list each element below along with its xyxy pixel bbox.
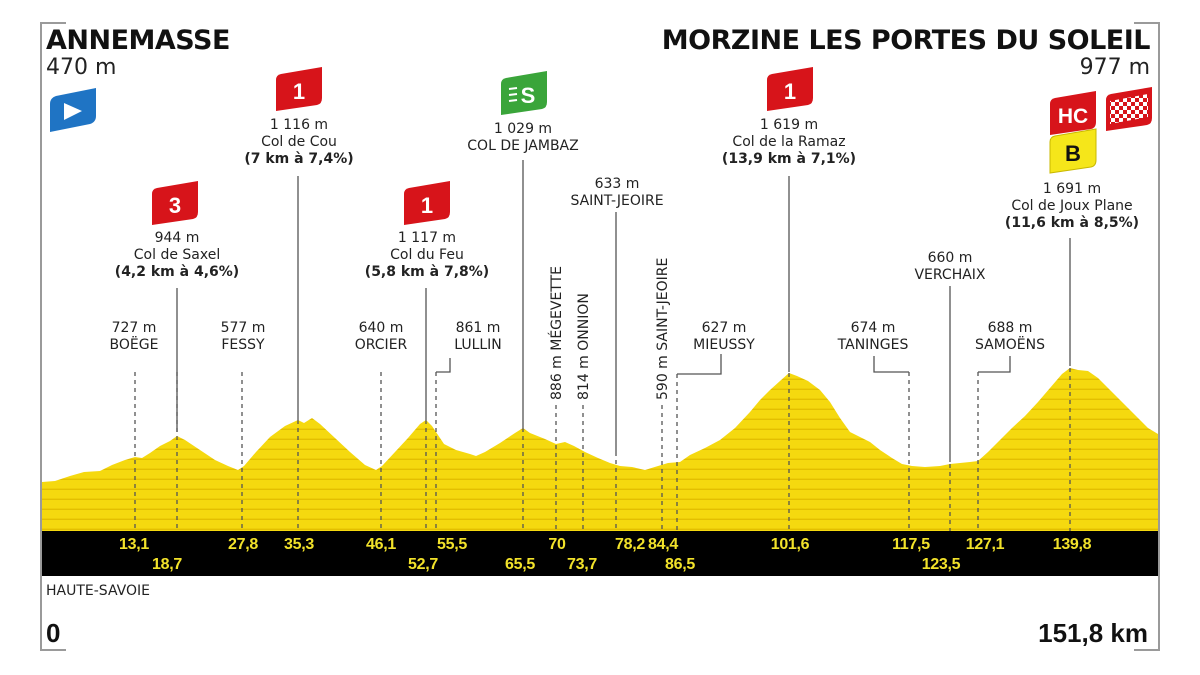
km-marker: 55,5 bbox=[437, 536, 467, 553]
km-marker: 101,6 bbox=[770, 536, 810, 553]
start-altitude: 470 m bbox=[46, 55, 117, 80]
km-marker: 27,8 bbox=[228, 536, 258, 553]
start-town: ANNEMASSE bbox=[46, 25, 230, 56]
climb-cat1-badge-icon: 1 bbox=[404, 181, 450, 225]
place-label-mieussy: 627 m MIEUSSY bbox=[693, 320, 755, 353]
place-label-megevette: 886 m MÉGEVETTE bbox=[549, 265, 565, 400]
frame-left-top-tick bbox=[40, 22, 66, 24]
finish-checkered-flag-icon bbox=[1106, 87, 1152, 131]
sprint-label-jambaz: 1 029 m COL DE JAMBAZ bbox=[467, 121, 579, 154]
frame-right-top-tick bbox=[1134, 22, 1160, 24]
place-label-onnion: 814 m ONNION bbox=[576, 293, 592, 400]
place-label-orcier: 640 m ORCIER bbox=[354, 320, 408, 353]
profile-area bbox=[42, 368, 1158, 531]
km-marker: 46,1 bbox=[366, 536, 396, 553]
place-label-lullin: 861 m LULLIN bbox=[454, 320, 502, 353]
km-band bbox=[42, 531, 1158, 576]
place-label-samoens: 688 m SAMOËNS bbox=[974, 320, 1046, 353]
finish-town: MORZINE LES PORTES DU SOLEIL bbox=[661, 25, 1151, 56]
frame-left-bottom-tick bbox=[40, 649, 66, 651]
km-marker: 78,2 bbox=[615, 536, 645, 553]
frame-left bbox=[40, 22, 42, 650]
climb-cat3-badge-icon: 3 bbox=[152, 181, 198, 225]
svg-text:3: 3 bbox=[169, 193, 181, 218]
frame-right bbox=[1158, 22, 1160, 650]
place-label-saint-jeoire: 633 m SAINT-JEOIRE bbox=[570, 176, 664, 209]
km-marker: 70 bbox=[548, 536, 566, 553]
climb-cat1-badge-icon: 1 bbox=[767, 67, 813, 111]
sprint-badge-icon: S bbox=[501, 71, 547, 115]
km-marker: 86,5 bbox=[665, 556, 695, 573]
svg-text:1: 1 bbox=[784, 79, 796, 104]
km-marker-lines bbox=[134, 368, 1071, 536]
place-label-verchaix: 660 m VERCHAIX bbox=[914, 250, 986, 283]
km-marker: 123,5 bbox=[921, 556, 961, 573]
climb-label-feu: 1 117 m Col du Feu (5,8 km à 7,8%) bbox=[364, 230, 490, 280]
hc-badge-icon: HC bbox=[1050, 91, 1096, 135]
km-marker: 65,5 bbox=[505, 556, 535, 573]
svg-text:S: S bbox=[521, 83, 536, 108]
climb-label-joux-plane: 1 691 m Col de Joux Plane (11,6 km à 8,5%) bbox=[1004, 181, 1140, 231]
svg-text:HC: HC bbox=[1058, 105, 1088, 128]
place-label-fessy: 577 m FESSY bbox=[220, 320, 266, 353]
svg-text:1: 1 bbox=[421, 193, 433, 218]
svg-text:B: B bbox=[1065, 141, 1081, 166]
climb-label-ramaz: 1 619 m Col de la Ramaz (13,9 km à 7,1%) bbox=[721, 117, 857, 167]
km-marker: 127,1 bbox=[965, 536, 1005, 553]
place-label-taninges: 674 m TANINGES bbox=[837, 320, 909, 353]
km-marker: 35,3 bbox=[284, 536, 314, 553]
climb-label-saxel: 944 m Col de Saxel (4,2 km à 4,6%) bbox=[114, 230, 240, 280]
start-flag-icon bbox=[50, 88, 96, 132]
km-marker: 139,8 bbox=[1052, 536, 1092, 553]
climb-label-cou: 1 116 m Col de Cou (7 km à 7,4%) bbox=[244, 117, 354, 167]
place-label-boege: 727 m BOËGE bbox=[109, 320, 159, 353]
region-label: HAUTE-SAVOIE bbox=[46, 583, 150, 599]
km-marker: 13,1 bbox=[119, 536, 149, 553]
km-marker: 117,5 bbox=[892, 536, 930, 553]
finish-altitude: 977 m bbox=[1079, 55, 1150, 80]
distance-start: 0 bbox=[46, 618, 61, 648]
km-marker: 18,7 bbox=[152, 556, 182, 573]
bonus-b-badge-icon: B bbox=[1049, 128, 1097, 174]
climb-cat1-badge-icon: 1 bbox=[276, 67, 322, 111]
km-marker: 52,7 bbox=[408, 556, 438, 573]
place-label-saint-jeoire-2: 590 m SAINT-JEOIRE bbox=[655, 257, 671, 400]
frame-right-bottom-tick bbox=[1134, 649, 1160, 651]
distance-end: 151,8 km bbox=[1038, 618, 1148, 648]
km-marker: 84,4 bbox=[648, 536, 678, 553]
km-marker: 73,7 bbox=[567, 556, 597, 573]
svg-text:1: 1 bbox=[293, 79, 305, 104]
